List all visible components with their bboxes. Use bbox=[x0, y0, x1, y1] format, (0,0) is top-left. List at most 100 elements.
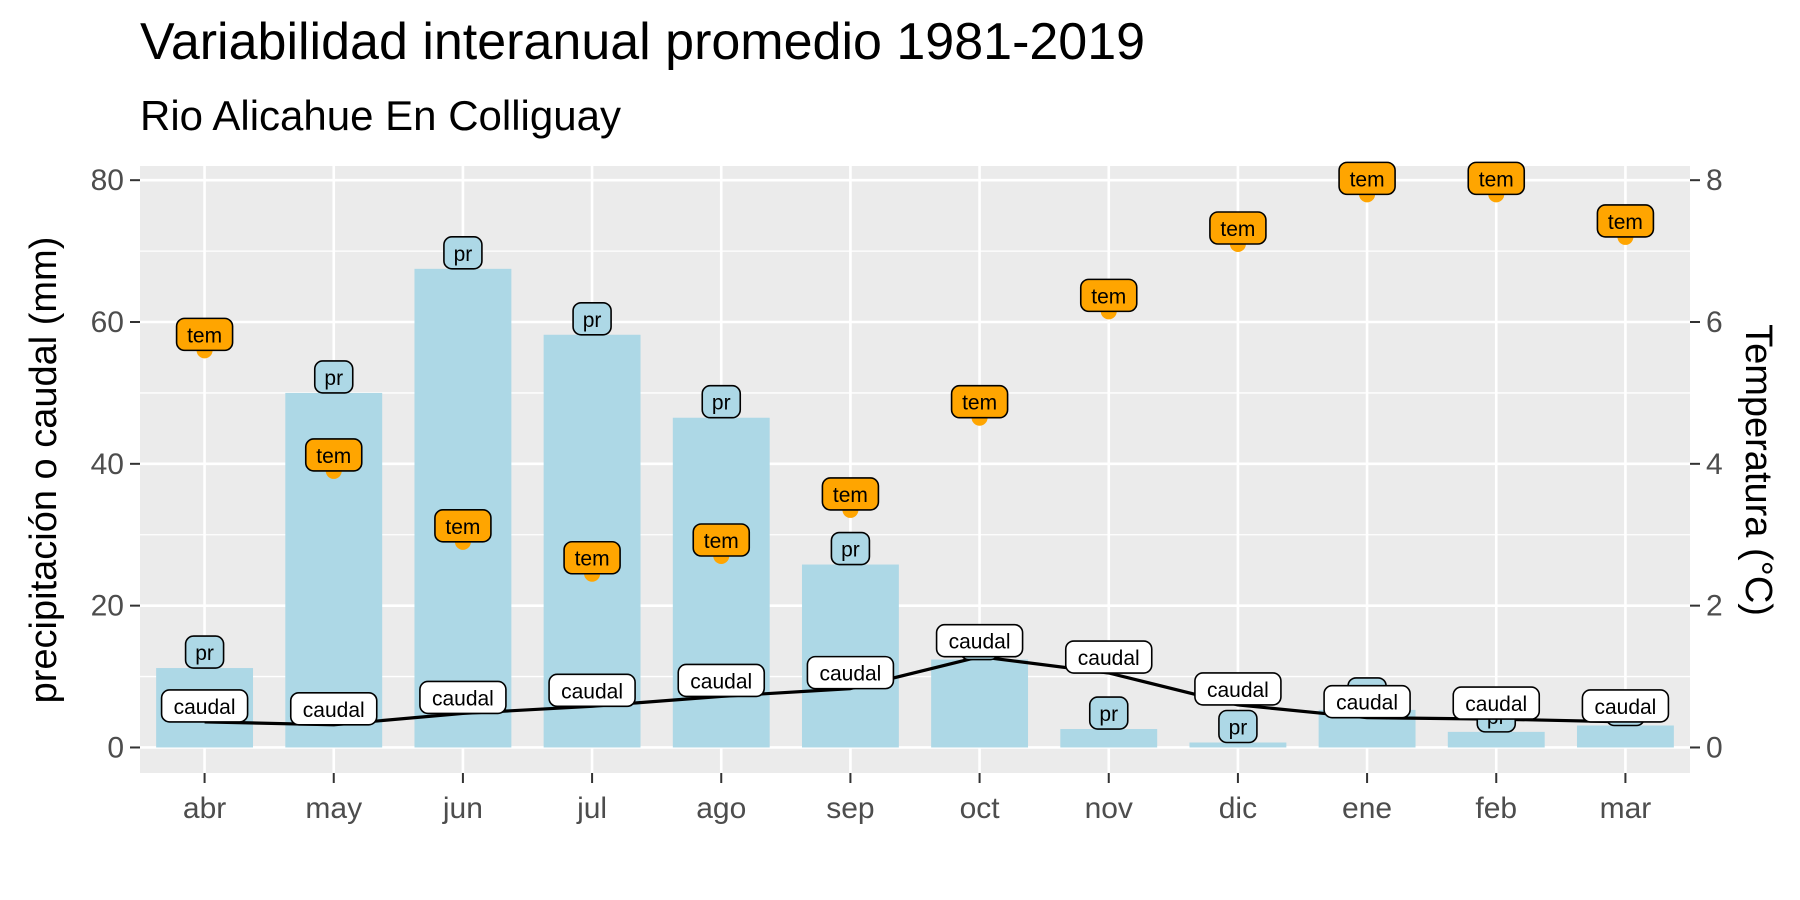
pr-label-box bbox=[1218, 709, 1258, 744]
caudal-label-box bbox=[160, 689, 249, 723]
x-tick-label: dic bbox=[1219, 792, 1257, 825]
caudal-label-text: caudal bbox=[1336, 692, 1398, 715]
tem-label-text: tem bbox=[962, 392, 997, 415]
y-axis-title-left: precipitación o caudal (mm) bbox=[23, 237, 65, 704]
tem-label-box bbox=[821, 477, 880, 511]
pr-label-box bbox=[184, 635, 225, 669]
tem-label-text: tem bbox=[1220, 218, 1255, 241]
pr-label-text: pr bbox=[195, 642, 214, 665]
caudal-label: caudal bbox=[806, 655, 895, 690]
pr-label-box bbox=[443, 236, 483, 270]
axes: 0 20 40 60 80 0 2 4 6 8 abr may jun jul ago sep oct nov di… bbox=[91, 164, 1723, 825]
tem-label: tem bbox=[1209, 211, 1267, 245]
caudal-label: caudal bbox=[1194, 672, 1282, 706]
tem-label-box bbox=[563, 540, 621, 575]
x-tick-label: oct bbox=[960, 792, 1001, 825]
tem-label: tem bbox=[692, 523, 751, 557]
precip-bar bbox=[931, 659, 1029, 748]
tem-label: tem bbox=[1079, 278, 1138, 313]
pr-label-text: pr bbox=[712, 392, 731, 415]
tem-label-box bbox=[434, 509, 492, 543]
tem-label-text: tem bbox=[575, 548, 610, 571]
pr-label: pr bbox=[184, 635, 225, 669]
tem-label: tem bbox=[563, 540, 621, 575]
tem-label-text: tem bbox=[316, 445, 351, 468]
y-tick-label-right: 8 bbox=[1706, 164, 1723, 197]
caudal-label-box bbox=[289, 691, 378, 726]
pr-label: pr bbox=[1088, 696, 1129, 730]
tem-label-text: tem bbox=[187, 324, 222, 347]
data-labels: prprprprprprprprprprprprtemtemtemtemtemt… bbox=[160, 161, 1670, 744]
tem-label-box bbox=[1079, 278, 1138, 313]
tem-label: tem bbox=[1338, 161, 1396, 196]
precip-bar bbox=[1060, 729, 1158, 748]
tem-label-text: tem bbox=[1608, 211, 1643, 234]
caudal-label-text: caudal bbox=[949, 631, 1011, 654]
tem-label: tem bbox=[1467, 161, 1526, 196]
y-tick-label-right: 4 bbox=[1706, 448, 1723, 481]
tem-label-text: tem bbox=[1091, 285, 1126, 308]
tem-label-text: tem bbox=[704, 530, 739, 553]
caudal-label-text: caudal bbox=[1465, 693, 1527, 716]
caudal-label: caudal bbox=[1323, 684, 1411, 719]
caudal-label-box bbox=[677, 663, 766, 698]
tem-label-box bbox=[1467, 161, 1526, 196]
caudal-label: caudal bbox=[548, 673, 636, 708]
pr-label: pr bbox=[313, 360, 354, 394]
tem-label-box bbox=[175, 317, 234, 352]
x-tick-label: mar bbox=[1600, 792, 1652, 825]
tem-label: tem bbox=[821, 477, 880, 511]
x-tick-label: jun bbox=[442, 792, 483, 825]
precip-bar bbox=[1447, 731, 1545, 748]
x-tick-label: nov bbox=[1085, 792, 1133, 825]
caudal-label-box bbox=[1581, 689, 1670, 723]
caudal-label: caudal bbox=[935, 623, 1024, 658]
caudal-label-text: caudal bbox=[303, 699, 365, 722]
precip-bar bbox=[414, 268, 512, 748]
caudal-label-box bbox=[935, 623, 1024, 658]
caudal-label: caudal bbox=[1452, 686, 1541, 720]
y-tick-label-right: 2 bbox=[1706, 590, 1723, 623]
caudal-label: caudal bbox=[289, 691, 378, 726]
pr-label: pr bbox=[443, 236, 483, 270]
tem-label-box bbox=[1596, 204, 1655, 238]
tem-label: tem bbox=[1596, 204, 1655, 238]
caudal-label: caudal bbox=[1581, 689, 1670, 723]
pr-label-text: pr bbox=[324, 367, 343, 390]
x-tick-label: jul bbox=[576, 792, 607, 825]
precip-bar bbox=[1576, 725, 1674, 748]
y-tick-label-left: 60 bbox=[91, 306, 124, 339]
pr-label-text: pr bbox=[454, 243, 473, 266]
tem-label-text: tem bbox=[445, 516, 480, 539]
x-tick-label: sep bbox=[826, 792, 874, 825]
caudal-label-text: caudal bbox=[432, 687, 494, 710]
tem-label-box bbox=[950, 384, 1009, 419]
y-tick-label-left: 20 bbox=[91, 590, 124, 623]
pr-label: pr bbox=[830, 531, 871, 566]
caudal-label: caudal bbox=[419, 680, 507, 715]
pr-label: pr bbox=[572, 301, 612, 336]
caudal-label-box bbox=[1452, 686, 1541, 720]
pr-label: pr bbox=[1218, 709, 1258, 744]
caudal-label-text: caudal bbox=[1078, 647, 1140, 670]
caudal-label-box bbox=[806, 655, 895, 690]
x-tick-label: may bbox=[305, 792, 362, 825]
caudal-label: caudal bbox=[160, 689, 249, 723]
y-tick-label-left: 0 bbox=[107, 731, 124, 764]
tem-label-box bbox=[1209, 211, 1267, 245]
caudal-label: caudal bbox=[1064, 640, 1153, 674]
caudal-label-text: caudal bbox=[1594, 696, 1656, 719]
pr-label-box bbox=[313, 360, 354, 394]
caudal-label-text: caudal bbox=[174, 696, 236, 719]
tem-label-text: tem bbox=[833, 484, 868, 507]
caudal-label-box bbox=[548, 673, 636, 708]
tem-label-box bbox=[692, 523, 751, 557]
pr-label-box bbox=[572, 301, 612, 336]
pr-label-box bbox=[830, 531, 871, 566]
tem-label-box bbox=[1338, 161, 1396, 196]
pr-label-box bbox=[1088, 696, 1129, 730]
y-tick-label-left: 80 bbox=[91, 164, 124, 197]
chart-title: Variabilidad interanual promedio 1981-20… bbox=[140, 13, 1146, 71]
pr-label-text: pr bbox=[1229, 717, 1248, 740]
